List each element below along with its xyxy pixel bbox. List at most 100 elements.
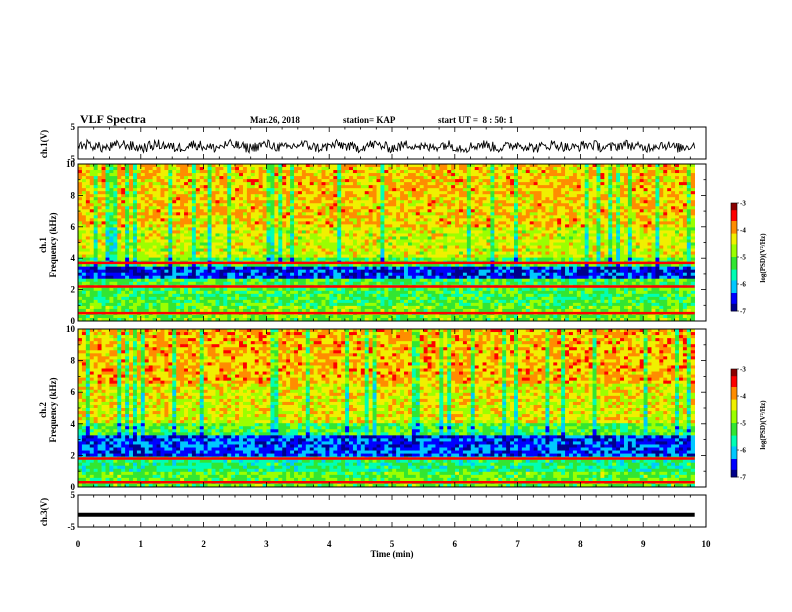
ch1-spec-cell: [251, 239, 255, 242]
ch1-spec-cell: [384, 209, 388, 212]
ch1-spec-cell: [235, 270, 239, 273]
ch1-spec-cell: [106, 288, 110, 291]
ch1-spec-cell: [106, 200, 110, 203]
ch1-spec-cell: [325, 221, 329, 224]
ch1-spec-cell: [227, 282, 231, 285]
ch1-spec-cell: [432, 176, 436, 179]
ch1-spec-cell: [82, 206, 86, 209]
ch1-spec-cell: [141, 249, 145, 252]
ch1-spec-cell: [420, 249, 424, 252]
ch1-spec-cell: [90, 212, 94, 215]
ch1-spec-cell: [102, 224, 106, 227]
ch1-spec-cell: [365, 173, 369, 176]
ch1-spec-cell: [435, 291, 439, 294]
ch1-spec-cell: [373, 236, 377, 239]
ch1-spec-cell: [439, 173, 443, 176]
ch1-spec-cell: [294, 249, 298, 252]
ch1-spec-cell: [337, 267, 341, 270]
ch1-spec-cell: [259, 255, 263, 258]
ch1-spec-cell: [294, 282, 298, 285]
ch1-spec-cell: [267, 194, 271, 197]
ch1-spec-cell: [168, 212, 172, 215]
ch1-spec-cell: [157, 221, 161, 224]
ch1-spec-cell: [412, 255, 416, 258]
ch1-spec-cell: [243, 185, 247, 188]
ch1-spec-cell: [294, 294, 298, 297]
ch1-spec-cell: [278, 258, 282, 261]
ch1-spec-cell: [416, 306, 420, 309]
ch1-spec-cell: [113, 267, 117, 270]
ch1-spec-cell: [384, 206, 388, 209]
ch1-spec-cell: [227, 227, 231, 230]
ch1-spec-cell: [298, 197, 302, 200]
ch1-spec-cell: [168, 309, 172, 312]
ch1-spec-cell: [392, 182, 396, 185]
ch1-spec-cell: [106, 243, 110, 246]
ch1-spec-cell: [294, 188, 298, 191]
ch1-spec-cell: [428, 297, 432, 300]
ch1-spec-cell: [227, 200, 231, 203]
ch1-spec-cell: [164, 176, 168, 179]
ch1-spec-cell: [384, 297, 388, 300]
ch1-spec-cell: [274, 282, 278, 285]
ch1-spec-cell: [160, 300, 164, 303]
ch1-spec-cell: [117, 258, 121, 261]
ch1-spec-cell: [412, 236, 416, 239]
ch1-spec-cell: [184, 197, 188, 200]
ch1-spec-cell: [439, 270, 443, 273]
ch1-spec-cell: [204, 239, 208, 242]
ch1-spec-cell: [428, 206, 432, 209]
ch1-spec-cell: [267, 282, 271, 285]
ch1-spec-cell: [247, 212, 251, 215]
ch1-spec-cell: [325, 203, 329, 206]
ch1-spec-cell: [125, 303, 129, 306]
ch1-spec-cell: [172, 212, 176, 215]
ch1-spec-cell: [408, 227, 412, 230]
ch1-spec-cell: [286, 267, 290, 270]
ch1-spec-cell: [200, 224, 204, 227]
ch1-spec-cell: [263, 227, 267, 230]
ch1-spec-cell: [102, 282, 106, 285]
ch1-spec-cell: [270, 185, 274, 188]
ch1-spec-cell: [184, 297, 188, 300]
ch1-spec-cell: [192, 209, 196, 212]
ch1-spec-cell: [424, 167, 428, 170]
ch1-spec-cell: [388, 273, 392, 276]
ch1-spec-cell: [247, 258, 251, 261]
ch1-spec-cell: [318, 179, 322, 182]
ch1-spec-cell: [247, 252, 251, 255]
ch1-spec-cell: [369, 200, 373, 203]
ch1-spec-cell: [353, 239, 357, 242]
ch1-spec-cell: [369, 309, 373, 312]
ch1-spec-cell: [353, 224, 357, 227]
ch1-spec-cell: [102, 170, 106, 173]
ch1-spec-cell: [86, 173, 90, 176]
ch1-spec-cell: [310, 206, 314, 209]
ch1-spec-cell: [435, 288, 439, 291]
ch1-spec-cell: [369, 170, 373, 173]
ch1-spec-cell: [412, 239, 416, 242]
ch1-spec-cell: [259, 203, 263, 206]
ch1-spec-cell: [98, 249, 102, 252]
ch1-spec-cell: [176, 227, 180, 230]
ch1-spec-cell: [204, 276, 208, 279]
ch1-spec-cell: [247, 188, 251, 191]
ch1-spec-cell: [337, 236, 341, 239]
ch1-spec-cell: [168, 243, 172, 246]
ch1-spec-cell: [353, 255, 357, 258]
ch1-spec-cell: [145, 215, 149, 218]
ch1-spec-cell: [424, 215, 428, 218]
ch1-spec-cell: [180, 167, 184, 170]
ch1-spec-cell: [373, 173, 377, 176]
ch1-spec-cell: [341, 276, 345, 279]
ch1-spec-cell: [113, 236, 117, 239]
ch1-spec-cell: [412, 197, 416, 200]
ch1-spec-cell: [392, 246, 396, 249]
ch1-spec-cell: [109, 315, 113, 318]
ch1-spec-cell: [267, 303, 271, 306]
ch1-spec-cell: [420, 182, 424, 185]
ch1-spec-cell: [243, 203, 247, 206]
ch1-spec-cell: [314, 258, 318, 261]
ch1-spec-cell: [164, 258, 168, 261]
ch1-spec-cell: [278, 230, 282, 233]
